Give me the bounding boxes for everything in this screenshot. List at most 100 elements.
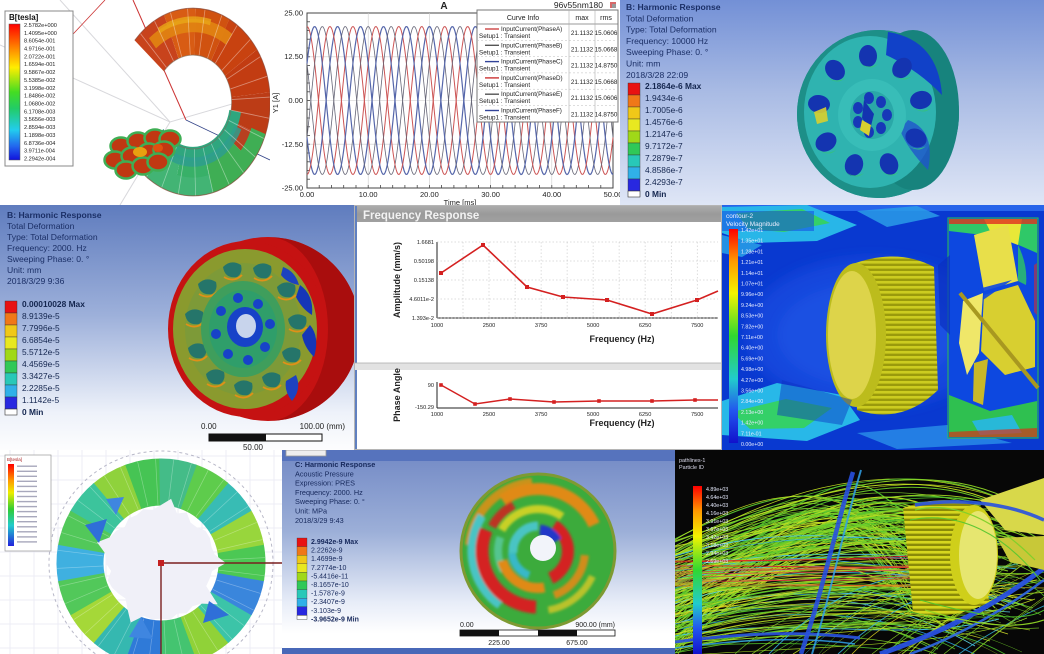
svg-text:1.8486e-002: 1.8486e-002 [24, 94, 55, 100]
svg-text:InputCurrent(PhaseA): InputCurrent(PhaseA) [501, 26, 562, 33]
svg-text:Y1 [A]: Y1 [A] [271, 93, 280, 113]
svg-text:20.00: 20.00 [420, 190, 439, 199]
svg-text:2.69e+03: 2.69e+03 [706, 559, 728, 565]
svg-text:0 Min: 0 Min [22, 407, 43, 417]
svg-text:Type: Total Deformation: Type: Total Deformation [7, 232, 98, 242]
svg-text:0 Min: 0 Min [645, 189, 666, 199]
svg-text:1.0680e-002: 1.0680e-002 [24, 102, 55, 108]
svg-text:225.00: 225.00 [488, 640, 510, 647]
svg-text:2.13e+00: 2.13e+00 [741, 410, 763, 416]
svg-text:14.8750: 14.8750 [595, 112, 618, 119]
svg-text:Unit: MPa: Unit: MPa [295, 507, 328, 516]
svg-text:-12.50: -12.50 [282, 140, 303, 149]
svg-text:4.4569e-5: 4.4569e-5 [22, 359, 60, 369]
svg-text:0.00: 0.00 [288, 96, 303, 105]
svg-text:21.1132: 21.1132 [571, 30, 594, 37]
svg-text:Total Deformation: Total Deformation [7, 221, 75, 231]
svg-text:Velocity Magnitude: Velocity Magnitude [726, 221, 780, 228]
svg-text:3.42e+03: 3.42e+03 [706, 535, 728, 541]
svg-text:4.40e+03: 4.40e+03 [706, 503, 728, 509]
svg-text:2.8594e-003: 2.8594e-003 [24, 125, 55, 131]
svg-text:1.393e-2: 1.393e-2 [412, 316, 434, 322]
svg-text:-5.4416e-11: -5.4416e-11 [311, 573, 348, 580]
svg-text:50.00: 50.00 [604, 190, 620, 199]
svg-text:25.00: 25.00 [284, 9, 303, 18]
svg-text:0.15138: 0.15138 [414, 278, 434, 284]
svg-text:3750: 3750 [535, 323, 547, 329]
svg-text:0.00: 0.00 [460, 622, 474, 629]
svg-text:Acoustic Pressure: Acoustic Pressure [295, 469, 354, 478]
svg-text:contour-2: contour-2 [726, 213, 753, 220]
svg-text:Frequency (Hz): Frequency (Hz) [589, 334, 654, 344]
svg-text:4.98e+00: 4.98e+00 [741, 367, 763, 373]
svg-text:7.11e-01: 7.11e-01 [741, 431, 762, 437]
svg-text:7.7996e-5: 7.7996e-5 [22, 323, 60, 333]
svg-text:-2.3407e-9: -2.3407e-9 [311, 599, 345, 606]
svg-text:2.94e+03: 2.94e+03 [706, 551, 728, 557]
svg-text:2500: 2500 [483, 412, 495, 418]
svg-text:7.2879e-7: 7.2879e-7 [645, 153, 683, 163]
svg-text:3.18e+03: 3.18e+03 [706, 543, 728, 549]
svg-text:0.00e+00: 0.00e+00 [741, 442, 763, 448]
svg-text:3.9711e-004: 3.9711e-004 [24, 149, 55, 155]
svg-text:4.8586e-7: 4.8586e-7 [645, 165, 683, 175]
svg-text:10.00: 10.00 [359, 190, 378, 199]
svg-text:21.1132: 21.1132 [571, 95, 594, 102]
svg-text:21.1132: 21.1132 [571, 46, 594, 53]
svg-text:2.0722e-001: 2.0722e-001 [24, 54, 55, 60]
svg-text:1.4699e-9: 1.4699e-9 [311, 556, 343, 563]
svg-text:Setup1 : Transient: Setup1 : Transient [479, 49, 530, 56]
svg-text:0.00: 0.00 [300, 190, 315, 199]
svg-text:C: Harmonic Response: C: Harmonic Response [295, 460, 375, 469]
svg-text:B: Harmonic Response: B: Harmonic Response [7, 210, 102, 220]
svg-text:A: A [440, 1, 447, 12]
svg-text:B: Harmonic Response: B: Harmonic Response [626, 2, 721, 12]
svg-text:14.8750: 14.8750 [595, 63, 618, 70]
svg-text:3750: 3750 [535, 412, 547, 418]
svg-text:Sweeping Phase: 0. °: Sweeping Phase: 0. ° [7, 254, 89, 264]
svg-text:Setup1 : Transient: Setup1 : Transient [479, 33, 530, 40]
svg-text:15.0606: 15.0606 [595, 30, 618, 37]
svg-text:1.7005e-6: 1.7005e-6 [645, 105, 683, 115]
svg-text:900.00 (mm): 900.00 (mm) [575, 622, 615, 629]
svg-text:2.2285e-5: 2.2285e-5 [22, 383, 60, 393]
svg-text:Total Deformation: Total Deformation [626, 13, 694, 23]
svg-text:9.96e+00: 9.96e+00 [741, 292, 763, 298]
svg-text:8.9139e-5: 8.9139e-5 [22, 311, 60, 321]
svg-text:Time [ms]: Time [ms] [444, 198, 477, 205]
svg-text:7.2774e-10: 7.2774e-10 [311, 565, 347, 572]
svg-text:2.1864e-6 Max: 2.1864e-6 Max [645, 81, 702, 91]
svg-text:-8.1657e-10: -8.1657e-10 [311, 582, 349, 589]
svg-text:15.0668: 15.0668 [595, 79, 618, 86]
svg-text:9.7172e-7: 9.7172e-7 [645, 141, 683, 151]
svg-text:0.00010028 Max: 0.00010028 Max [22, 299, 85, 309]
svg-text:Curve Info: Curve Info [507, 15, 539, 22]
svg-text:1.1898e-003: 1.1898e-003 [24, 133, 55, 139]
svg-text:Setup1 : Transient: Setup1 : Transient [479, 98, 530, 105]
svg-text:InputCurrent(PhaseB): InputCurrent(PhaseB) [501, 42, 562, 49]
svg-text:Phase Angle: Phase Angle [392, 368, 402, 422]
svg-text:2.2262e-9: 2.2262e-9 [311, 548, 343, 555]
svg-text:9.5867e-002: 9.5867e-002 [24, 70, 55, 76]
svg-text:2018/3/28 22:09: 2018/3/28 22:09 [626, 70, 688, 80]
svg-text:Type: Total Deformation: Type: Total Deformation [626, 25, 717, 35]
svg-text:100.00 (mm): 100.00 (mm) [300, 422, 346, 431]
svg-text:30.00: 30.00 [481, 190, 500, 199]
svg-text:7.82e+00: 7.82e+00 [741, 324, 763, 330]
svg-text:5.5385e-002: 5.5385e-002 [24, 78, 55, 84]
svg-text:Unit: mm: Unit: mm [7, 265, 41, 275]
svg-text:0.50198: 0.50198 [414, 259, 434, 265]
svg-text:Frequency: 2000. Hz: Frequency: 2000. Hz [7, 243, 87, 253]
svg-text:1000: 1000 [431, 323, 443, 329]
svg-text:96v55nm180: 96v55nm180 [554, 0, 603, 10]
svg-text:1.4576e-6: 1.4576e-6 [645, 117, 683, 127]
svg-text:max: max [575, 15, 589, 22]
svg-text:6.6854e-5: 6.6854e-5 [22, 335, 60, 345]
svg-text:Setup1 : Transient: Setup1 : Transient [479, 82, 530, 89]
svg-text:5000: 5000 [587, 323, 599, 329]
svg-text:Expression: PRES: Expression: PRES [295, 479, 355, 488]
svg-text:InputCurrent(PhaseE): InputCurrent(PhaseE) [501, 91, 562, 98]
svg-text:2.2942e-004: 2.2942e-004 [24, 156, 55, 162]
svg-text:Particle ID: Particle ID [679, 465, 704, 471]
svg-text:3.91e+03: 3.91e+03 [706, 519, 728, 525]
